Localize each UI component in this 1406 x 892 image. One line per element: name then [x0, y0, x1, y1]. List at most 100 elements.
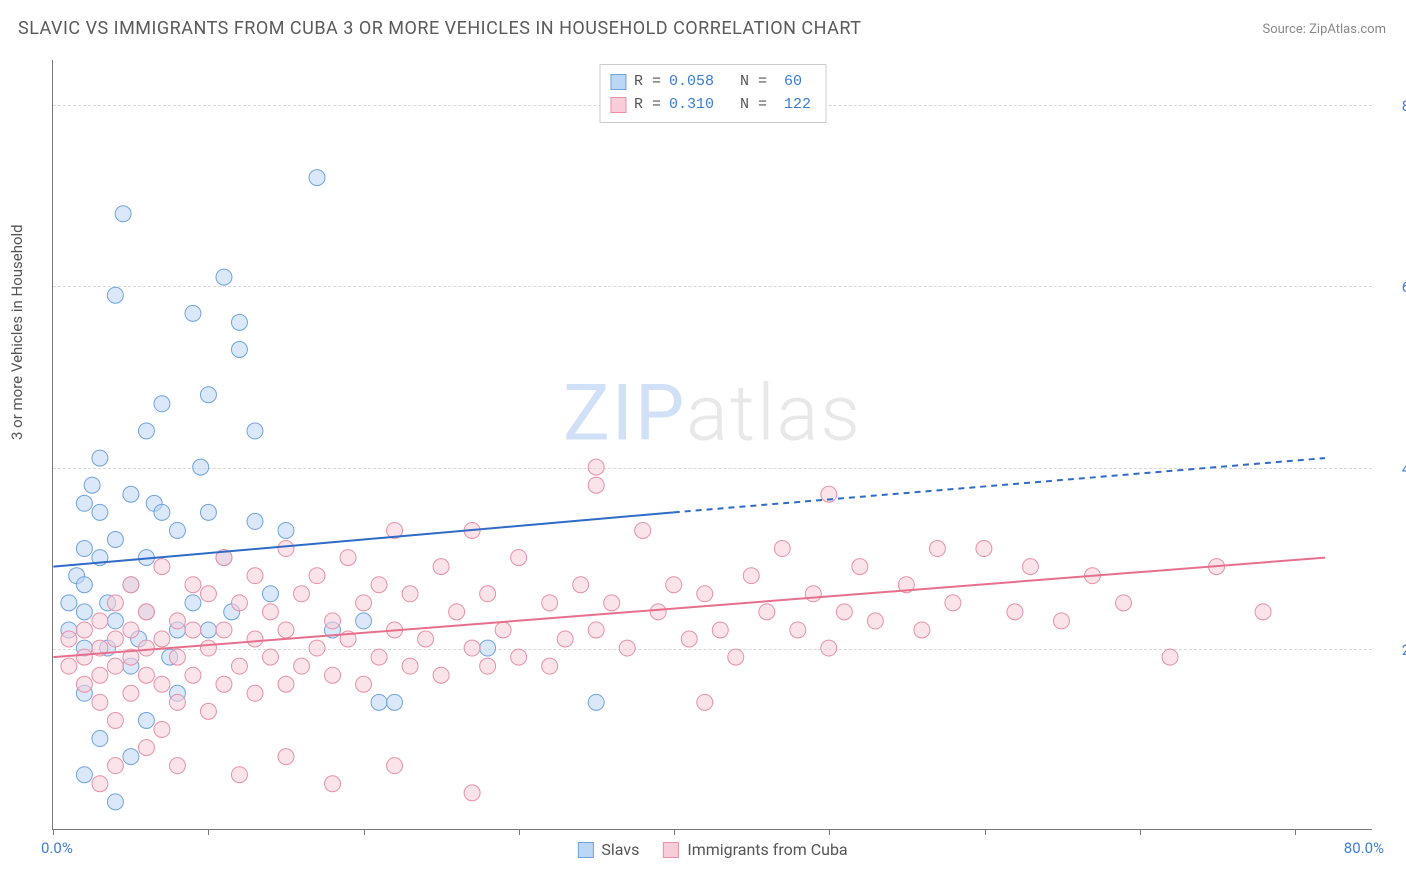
data-point	[852, 559, 868, 575]
data-point	[759, 604, 775, 620]
data-point	[247, 423, 263, 439]
data-point	[84, 477, 100, 493]
data-point	[262, 586, 278, 602]
data-point	[107, 712, 123, 728]
legend-n-value: 122	[775, 94, 811, 117]
data-point	[278, 522, 294, 538]
data-point	[588, 694, 604, 710]
x-tick	[674, 829, 675, 835]
data-point	[573, 577, 589, 593]
data-point	[247, 513, 263, 529]
data-point	[325, 613, 341, 629]
data-point	[76, 676, 92, 692]
legend-swatch	[577, 842, 593, 858]
legend-row: R =0.310 N = 122	[610, 94, 811, 117]
data-point	[774, 541, 790, 557]
data-point	[169, 649, 185, 665]
data-point	[61, 658, 77, 674]
data-point	[588, 477, 604, 493]
y-tick-label: 40.0%	[1382, 460, 1406, 478]
data-point	[929, 541, 945, 557]
data-point	[495, 622, 511, 638]
data-point	[107, 287, 123, 303]
data-point	[402, 586, 418, 602]
data-point	[542, 595, 558, 611]
data-point	[231, 595, 247, 611]
legend-r-value: 0.058	[669, 71, 714, 94]
data-point	[743, 568, 759, 584]
data-point	[790, 622, 806, 638]
data-point	[61, 595, 77, 611]
data-point	[92, 694, 108, 710]
x-tick	[985, 829, 986, 835]
data-point	[154, 721, 170, 737]
data-point	[1116, 595, 1132, 611]
y-tick-label: 20.0%	[1382, 641, 1406, 659]
data-point	[356, 613, 372, 629]
data-point	[262, 649, 278, 665]
data-point	[169, 758, 185, 774]
data-point	[185, 622, 201, 638]
data-point	[278, 541, 294, 557]
legend-n-label: N =	[722, 94, 767, 117]
data-point	[169, 613, 185, 629]
data-point	[262, 604, 278, 620]
data-point	[185, 667, 201, 683]
data-point	[138, 712, 154, 728]
data-point	[154, 559, 170, 575]
data-point	[76, 495, 92, 511]
data-point	[107, 532, 123, 548]
data-point	[681, 631, 697, 647]
data-point	[247, 631, 263, 647]
data-point	[325, 776, 341, 792]
data-point	[123, 577, 139, 593]
data-point	[154, 631, 170, 647]
data-point	[200, 703, 216, 719]
data-point	[231, 767, 247, 783]
data-point	[371, 649, 387, 665]
data-point	[138, 740, 154, 756]
data-point	[107, 758, 123, 774]
data-point	[635, 522, 651, 538]
x-axis-max-label: 80.0%	[1344, 839, 1384, 857]
legend-item: Slavs	[577, 840, 639, 859]
plot-area: ZIPatlas 20.0%40.0%60.0%80.0% 0.0% 80.0%…	[52, 60, 1372, 830]
data-point	[154, 396, 170, 412]
regression-line-extrapolated	[674, 458, 1325, 512]
data-point	[154, 676, 170, 692]
data-point	[1162, 649, 1178, 665]
data-point	[371, 577, 387, 593]
legend-r-label: R =	[634, 71, 661, 94]
x-tick	[829, 829, 830, 835]
data-point	[604, 595, 620, 611]
data-point	[76, 604, 92, 620]
data-point	[200, 586, 216, 602]
data-point	[231, 342, 247, 358]
data-point	[107, 658, 123, 674]
data-point	[588, 622, 604, 638]
data-point	[185, 577, 201, 593]
correlation-legend: R =0.058 N = 60R =0.310 N = 122	[599, 64, 826, 123]
data-point	[480, 640, 496, 656]
data-point	[107, 631, 123, 647]
data-point	[821, 640, 837, 656]
data-point	[92, 450, 108, 466]
x-tick	[519, 829, 520, 835]
data-point	[1007, 604, 1023, 620]
y-tick-label: 80.0%	[1382, 97, 1406, 115]
data-point	[231, 658, 247, 674]
data-point	[914, 622, 930, 638]
data-point	[200, 640, 216, 656]
data-point	[294, 658, 310, 674]
data-point	[76, 622, 92, 638]
data-point	[193, 459, 209, 475]
data-point	[61, 631, 77, 647]
data-point	[92, 776, 108, 792]
data-point	[185, 305, 201, 321]
data-point	[697, 694, 713, 710]
legend-label: Immigrants from Cuba	[687, 840, 847, 859]
data-point	[588, 459, 604, 475]
data-point	[216, 676, 232, 692]
data-point	[836, 604, 852, 620]
data-point	[200, 387, 216, 403]
